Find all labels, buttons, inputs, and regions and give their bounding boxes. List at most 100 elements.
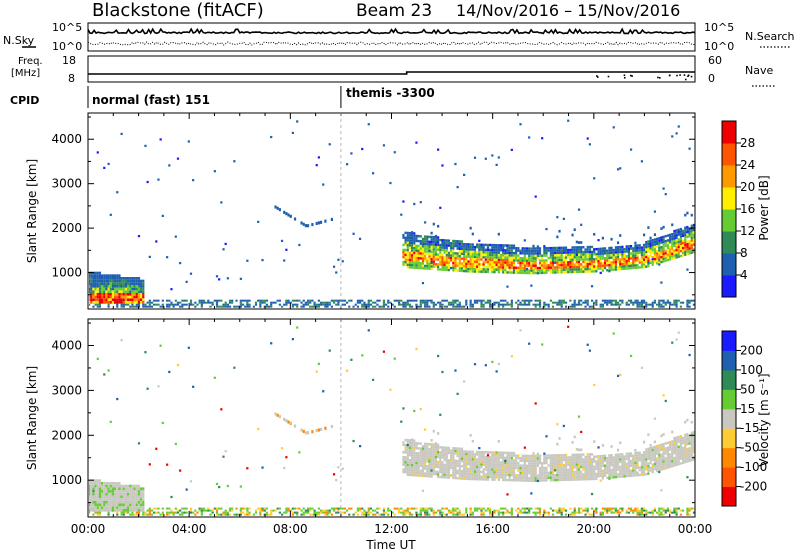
- power-cell: [473, 255, 477, 259]
- velocity-cell: [107, 490, 110, 493]
- power-cell: [564, 258, 568, 262]
- velocity-cell: [506, 451, 509, 455]
- power-cell: [647, 242, 650, 246]
- velocity-cell: [426, 474, 429, 478]
- power-cell: [109, 279, 112, 283]
- power-cell: [647, 245, 650, 248]
- velocity-cell: [616, 458, 620, 461]
- power-cell: [480, 303, 483, 306]
- power-cell: [614, 268, 617, 271]
- power-cell: [675, 234, 678, 237]
- velocity-cell: [575, 470, 578, 474]
- power-cell: [660, 281, 663, 284]
- power-cell: [428, 235, 431, 239]
- power-cell: [614, 248, 617, 252]
- velocity-cell: [441, 456, 444, 459]
- velocity-cell: [640, 513, 644, 516]
- power-cell: [619, 260, 622, 263]
- power-cell: [681, 251, 685, 255]
- velocity-cell: [109, 500, 112, 504]
- velocity-cell: [424, 450, 427, 453]
- velocity-cell: [133, 508, 136, 512]
- power-cell: [610, 261, 613, 264]
- power-cell: [246, 299, 249, 302]
- velocity-cell: [289, 509, 292, 512]
- velocity-cell: [567, 478, 570, 481]
- velocity-cell: [445, 446, 448, 450]
- velocity-cell: [428, 465, 431, 468]
- power-cell: [424, 257, 427, 260]
- velocity-cell: [415, 474, 418, 477]
- power-cell: [384, 303, 388, 306]
- power-cell: [441, 164, 444, 167]
- power-cell: [532, 247, 535, 250]
- velocity-cell: [495, 473, 498, 477]
- power-cell: [543, 269, 546, 272]
- velocity-cell: [129, 503, 132, 507]
- velocity-cell: [118, 503, 121, 507]
- power-cell: [606, 254, 609, 257]
- power-cell: [645, 245, 648, 249]
- power-cell: [593, 248, 596, 251]
- velocity-cell: [434, 442, 438, 445]
- power-cell: [625, 257, 628, 260]
- velocity-cell: [508, 511, 511, 514]
- velocity-cell: [627, 457, 630, 460]
- velocity-cell: [545, 479, 548, 482]
- power-cell: [120, 293, 123, 296]
- power-cell: [673, 249, 676, 252]
- power-cell: [640, 303, 644, 306]
- velocity-cell: [554, 473, 557, 477]
- power-cell: [560, 299, 563, 302]
- power-cell: [510, 256, 513, 260]
- power-cell: [176, 157, 180, 160]
- power-cell: [452, 242, 455, 245]
- power-cell: [127, 295, 130, 299]
- velocity-cell: [619, 507, 622, 510]
- power-cell: [213, 299, 216, 302]
- velocity-cell: [430, 462, 433, 466]
- power-cell: [543, 249, 546, 252]
- power-cell: [439, 246, 442, 249]
- velocity-cell: [404, 468, 407, 471]
- power-cell: [608, 268, 611, 272]
- velocity-cell: [675, 456, 678, 459]
- velocity-cell: [114, 508, 117, 512]
- velocity-cell: [424, 509, 427, 512]
- velocity-cell: [673, 459, 676, 462]
- power-cell: [629, 262, 633, 265]
- velocity-cell: [545, 435, 548, 438]
- power-cell: [655, 303, 659, 306]
- velocity-cell: [293, 507, 297, 510]
- power-cell: [517, 266, 520, 270]
- power-cell: [293, 303, 297, 306]
- velocity-cell: [521, 466, 524, 470]
- power-cell: [480, 305, 483, 308]
- power-cell: [101, 293, 104, 296]
- velocity-cell: [608, 476, 611, 479]
- power-cell: [642, 299, 646, 302]
- power-cell: [586, 137, 589, 140]
- velocity-cell: [551, 513, 555, 516]
- velocity-cell: [573, 456, 576, 459]
- power-cell: [456, 269, 459, 272]
- power-cell: [623, 255, 626, 258]
- velocity-cell: [148, 507, 151, 510]
- velocity-cell: [452, 471, 455, 475]
- power-cell: [658, 299, 661, 302]
- power-cell: [263, 301, 266, 304]
- power-cell: [105, 279, 108, 283]
- velocity-cell: [493, 458, 496, 462]
- power-cell: [315, 221, 318, 225]
- cpid-row: CPID normal (fast) 151 themis -3300: [10, 86, 435, 108]
- power-cell: [599, 264, 602, 268]
- velocity-cell: [166, 513, 169, 516]
- power-cell: [621, 267, 624, 271]
- power-cell: [168, 305, 171, 308]
- power-cell: [640, 299, 644, 302]
- velocity-cell: [619, 465, 622, 469]
- power-cell: [196, 303, 199, 306]
- velocity-cell: [111, 506, 115, 509]
- power-cell: [538, 264, 542, 267]
- velocity-cell: [350, 507, 353, 510]
